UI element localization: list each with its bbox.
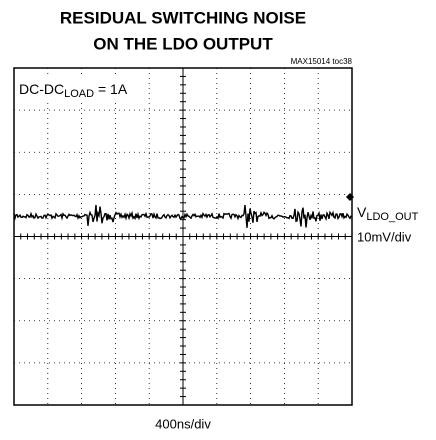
figure-id: MAX15014 toc38 (291, 57, 353, 66)
text: V (357, 204, 367, 220)
text: DC-DC (19, 81, 64, 97)
label-bg (16, 78, 148, 100)
subscript: LOAD (64, 88, 94, 100)
condition-label: DC-DCLOAD = 1A (19, 81, 128, 100)
waveform (13, 204, 353, 228)
title-line: RESIDUAL SWITCHING NOISE (60, 8, 306, 27)
scope-grid (13, 67, 353, 406)
subscript: LDO_OUT (366, 211, 418, 223)
timebase: 400ns/div (155, 416, 211, 431)
text: = 1A (94, 81, 128, 97)
title-line: ON THE LDO OUTPUT (93, 34, 273, 53)
screen-border (13, 67, 353, 406)
level-marker (346, 193, 354, 201)
channel-scale: 10mV/div (357, 229, 412, 244)
channel-label: VLDO_OUT (357, 204, 419, 223)
